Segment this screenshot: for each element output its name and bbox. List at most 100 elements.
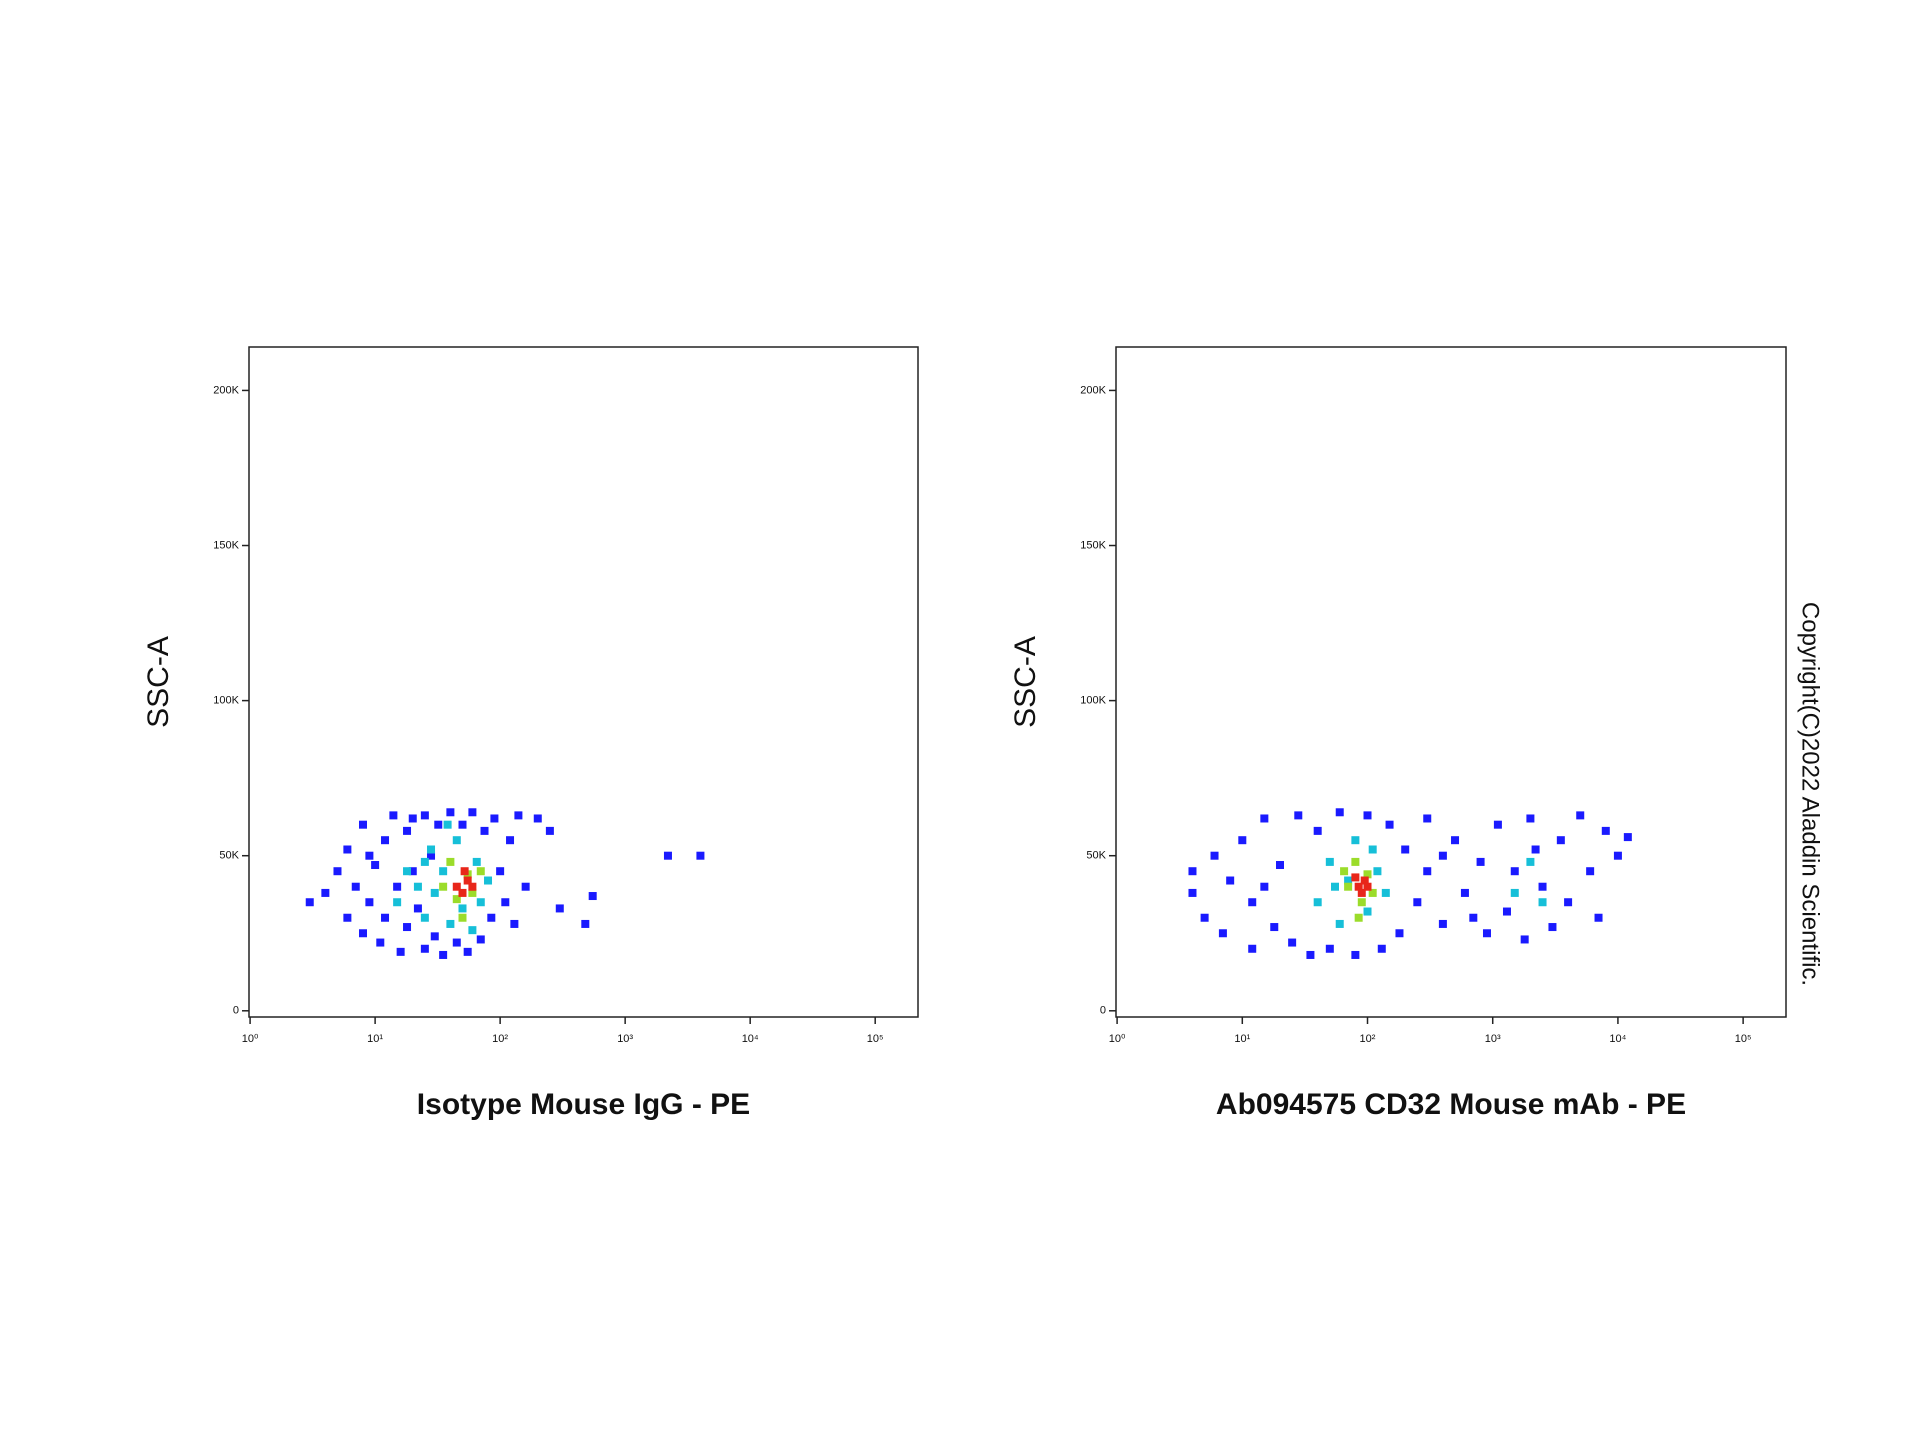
plot-frame (1115, 346, 1787, 1018)
event-dot (533, 814, 542, 823)
event-dot (420, 811, 429, 820)
event-dot (1548, 923, 1557, 932)
event-dot (359, 820, 368, 829)
event-dot (1360, 876, 1369, 885)
event-dot (452, 895, 461, 904)
event-dot (305, 898, 314, 907)
event-dot (1306, 950, 1315, 959)
event-dot (514, 811, 523, 820)
event-dot (1520, 935, 1529, 944)
event-dot (1373, 867, 1382, 876)
event-dot (490, 814, 499, 823)
event-dot (468, 926, 477, 935)
event-dot (1313, 826, 1322, 835)
event-dot (1270, 923, 1279, 932)
event-dot (1586, 867, 1595, 876)
x-tick-label: 10¹ (1234, 1033, 1250, 1045)
event-dot (458, 904, 467, 913)
event-dot (1351, 857, 1360, 866)
event-dot (396, 947, 405, 956)
event-dot (1226, 876, 1235, 885)
event-dot (588, 892, 597, 901)
y-tick-label: 0 (233, 1005, 239, 1017)
event-dot (484, 876, 493, 885)
event-dot (439, 950, 448, 959)
event-dot (1531, 845, 1540, 854)
y-tick-label: 150K (1080, 539, 1106, 551)
event-dot (1248, 898, 1257, 907)
event-dot (1218, 929, 1227, 938)
y-tick-label: 150K (213, 539, 239, 551)
event-dot (381, 836, 390, 845)
event-dot (510, 919, 519, 928)
event-dot (458, 913, 467, 922)
event-dot (1210, 851, 1219, 860)
event-dot (1313, 898, 1322, 907)
event-dot (1576, 811, 1585, 820)
event-dot (446, 808, 455, 817)
event-dot (1564, 898, 1573, 907)
event-dot (427, 851, 436, 860)
event-dot (1335, 808, 1344, 817)
event-dot (371, 861, 380, 870)
event-dot (439, 882, 448, 891)
event-dot (413, 904, 422, 913)
event-dot (1423, 814, 1432, 823)
event-dot (496, 867, 505, 876)
event-dot (476, 898, 485, 907)
x-tick-label: 10¹ (367, 1033, 383, 1045)
event-dot (381, 913, 390, 922)
event-dot (458, 888, 467, 897)
event-dot (1238, 836, 1247, 845)
event-dot (359, 929, 368, 938)
event-dot (545, 826, 554, 835)
event-dot (1363, 882, 1372, 891)
x-tick-label: 10⁰ (1109, 1033, 1126, 1045)
y-tick-label: 100K (1080, 695, 1106, 707)
x-axis-title: Ab094575 CD32 Mouse mAb - PE (1216, 1088, 1686, 1121)
event-dot (1526, 814, 1535, 823)
event-dot (1188, 888, 1197, 897)
event-dot (1344, 876, 1353, 885)
event-dot (1363, 907, 1372, 916)
event-dot (1200, 913, 1209, 922)
event-dot (1601, 826, 1610, 835)
event-dot (1325, 857, 1334, 866)
x-tick-label: 10⁵ (867, 1033, 884, 1045)
event-dot (468, 808, 477, 817)
event-dot (1385, 820, 1394, 829)
event-dot (403, 826, 412, 835)
event-dot (476, 867, 485, 876)
event-dot (1556, 836, 1565, 845)
event-dot (487, 913, 496, 922)
event-dot (452, 938, 461, 947)
event-dot (452, 836, 461, 845)
y-tick-label: 0 (1100, 1005, 1106, 1017)
event-dot (1510, 888, 1519, 897)
event-dot (1423, 867, 1432, 876)
event-dot (420, 857, 429, 866)
event-dot (555, 904, 564, 913)
event-dot (1340, 867, 1349, 876)
event-dot (343, 845, 352, 854)
event-dot (333, 867, 342, 876)
event-dot (1395, 929, 1404, 938)
x-axis-title: Isotype Mouse IgG - PE (417, 1088, 750, 1121)
event-dot (696, 851, 705, 860)
event-dot (1460, 888, 1469, 897)
copyright: Copyright(C)2022 Aladdin Scientific. (1797, 602, 1824, 986)
event-dot (434, 820, 443, 829)
event-dot (1331, 882, 1340, 891)
event-dot (506, 836, 515, 845)
event-dot (460, 867, 469, 876)
event-dot (1469, 913, 1478, 922)
event-dot (1363, 811, 1372, 820)
event-dot (1275, 861, 1284, 870)
event-dot (1357, 888, 1366, 897)
y-tick-label: 50K (1086, 850, 1106, 862)
event-dot (343, 913, 352, 922)
event-dot (1351, 836, 1360, 845)
event-dot (403, 867, 412, 876)
event-dot (1381, 888, 1390, 897)
event-dot (452, 882, 461, 891)
